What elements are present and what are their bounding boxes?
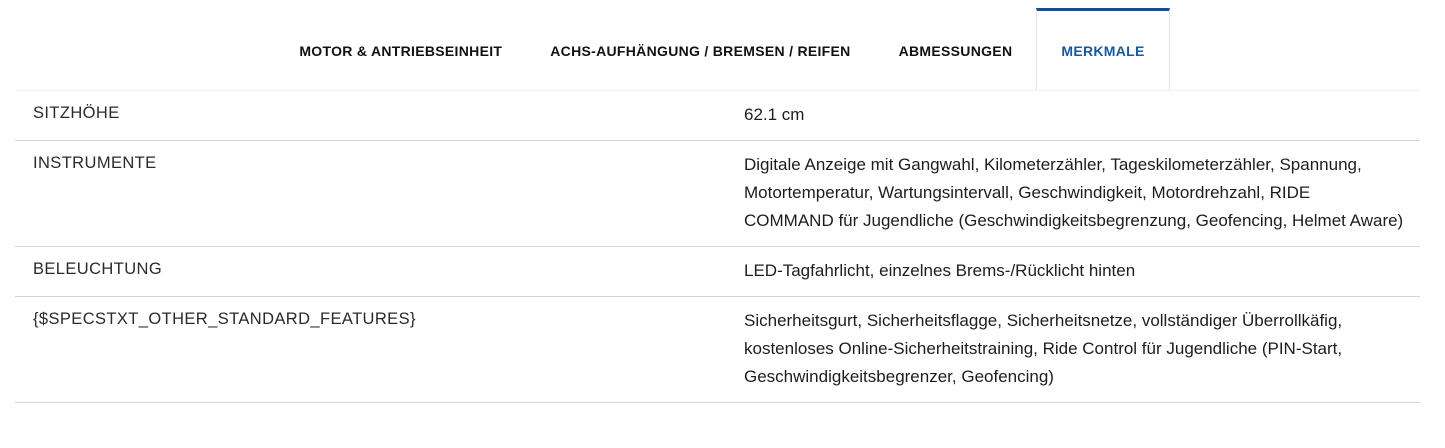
spec-value: LED-Tagfahrlicht, einzelnes Brems-/Rückl… [744,261,1136,280]
tab-merkmale[interactable]: MERKMALE [1036,8,1170,90]
tab-motor-antriebseinheit[interactable]: MOTOR & ANTRIEBSEINHEIT [299,42,503,59]
spec-value: Digitale Anzeige mit Gangwahl, Kilometer… [744,155,1404,230]
spec-tabs: MOTOR & ANTRIEBSEINHEIT ACHS-AUFHÄNGUNG … [0,0,1445,90]
spec-label: INSTRUMENTE [33,154,157,172]
table-row-beleuchtung: BELEUCHTUNG LED-Tagfahrlicht, einzelnes … [15,247,1420,297]
spec-label: BELEUCHTUNG [33,260,163,278]
table-row-instrumente: INSTRUMENTE Digitale Anzeige mit Gangwah… [15,141,1420,247]
table-row-sitzhoehe: SITZHÖHE 62.1 cm [15,91,1420,141]
spec-table: SITZHÖHE 62.1 cm INSTRUMENTE Digitale An… [15,90,1420,403]
tab-abmessungen[interactable]: ABMESSUNGEN [898,42,1013,59]
spec-value: Sicherheitsgurt, Sicherheitsflagge, Sich… [744,311,1343,386]
tab-achsaufhaengung-bremsen-reifen[interactable]: ACHS-AUFHÄNGUNG / BREMSEN / REIFEN [550,42,851,59]
spec-label: {$SPECSTXT_OTHER_STANDARD_FEATURES} [33,310,416,328]
table-row-other-standard-features: {$SPECSTXT_OTHER_STANDARD_FEATURES} Sich… [15,297,1420,403]
spec-value: 62.1 cm [744,105,805,124]
spec-label: SITZHÖHE [33,104,120,122]
